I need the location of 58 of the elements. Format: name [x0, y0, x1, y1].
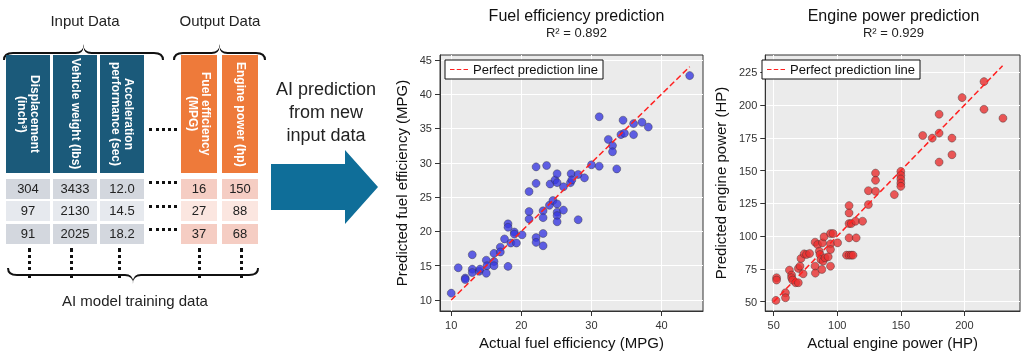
y-tick-label: 45	[419, 53, 432, 66]
x-tick-label: 10	[445, 318, 458, 331]
y-tick-label: 40	[419, 88, 432, 101]
text: Acceleration performance (sec)	[100, 55, 144, 173]
y-tick-label: 35	[419, 122, 432, 135]
text: Vehicle weight (lbs)	[53, 55, 97, 173]
x-tick-label: 100	[828, 318, 847, 331]
text: 14.5	[100, 201, 144, 221]
text: 18.2	[100, 224, 144, 244]
text: AI prediction from new input data	[274, 78, 378, 147]
text: 68	[222, 224, 258, 244]
legend-label: Perfect prediction line	[473, 62, 599, 77]
text: 150	[222, 179, 258, 199]
y-tick-label: 150	[738, 164, 758, 177]
text: Input Data	[49, 12, 121, 29]
text: AI model training data	[61, 292, 209, 309]
text: Engine power (hp)	[222, 55, 258, 173]
text: Fuel efficiency (MPG)	[181, 55, 217, 173]
text: 16	[181, 179, 217, 199]
y-tick-label: 20	[419, 225, 432, 238]
text: 27	[181, 201, 217, 221]
x-tick-label: 150	[891, 318, 911, 331]
x-tick-label: 40	[655, 318, 668, 331]
chart-subtitle: R² = 0.929	[862, 25, 925, 40]
chart-subtitle: R² = 0.892	[545, 25, 608, 40]
x-axis-title: Actual engine power (HP)	[807, 333, 979, 351]
text: 3433	[53, 179, 97, 199]
y-tick-label: 10	[419, 294, 432, 307]
text: 88	[222, 201, 258, 221]
text: 37	[181, 224, 217, 244]
x-tick-label: 30	[585, 318, 598, 331]
text: 304	[6, 179, 50, 199]
y-axis-title: Predicted engine power (HP)	[712, 86, 729, 280]
y-tick-label: 30	[419, 156, 432, 169]
y-tick-label: 125	[738, 197, 758, 210]
chart-title: Fuel efficiency prediction	[488, 6, 665, 24]
x-tick-label: 20	[515, 318, 528, 331]
y-tick-label: 25	[419, 191, 432, 204]
chart-title: Engine power prediction	[807, 6, 980, 24]
text: 91	[6, 224, 50, 244]
text: 12.0	[100, 179, 144, 199]
y-tick-label: 75	[745, 262, 758, 275]
y-axis-title: Predicted fuel efficiency (MPG)	[392, 79, 410, 287]
x-tick-label: 50	[767, 318, 780, 331]
text: 2130	[53, 201, 97, 221]
y-tick-label: 175	[738, 131, 758, 144]
text: Displacement (inch³)	[6, 55, 50, 173]
y-tick-label: 100	[738, 230, 758, 243]
y-tick-label: 225	[738, 66, 758, 79]
y-tick-label: 200	[738, 99, 758, 112]
legend-label: Perfect prediction line	[790, 62, 916, 77]
y-tick-label: 15	[419, 259, 432, 272]
x-tick-label: 200	[955, 318, 974, 331]
text: Output Data	[178, 12, 262, 29]
x-axis-title: Actual fuel efficiency (MPG)	[479, 333, 664, 351]
y-tick-label: 50	[745, 295, 758, 308]
text: 2025	[53, 224, 97, 244]
text: 97	[6, 201, 50, 221]
